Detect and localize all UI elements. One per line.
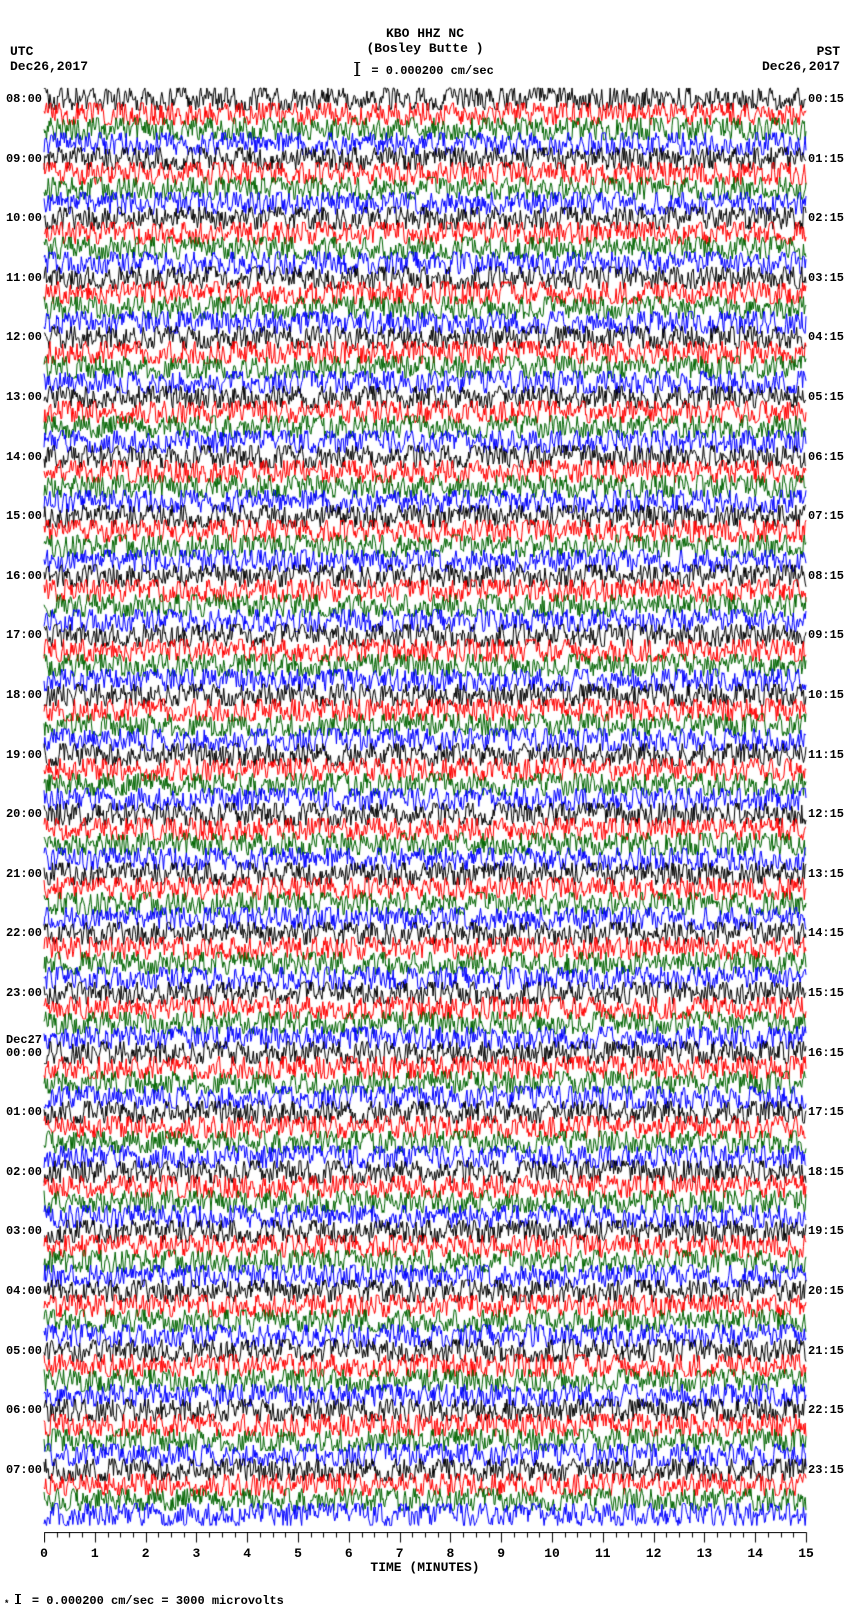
right-time-label: 05:15 [808, 391, 844, 403]
left-time-label: 07:00 [6, 1464, 42, 1476]
left-time-label: 17:00 [6, 629, 42, 641]
x-tick-label: 3 [192, 1546, 200, 1561]
title-block: KBO HHZ NC (Bosley Butte ) [366, 26, 483, 56]
tz-left-label: UTC [10, 44, 88, 59]
x-tick-marks [44, 1532, 808, 1546]
left-time-label: 11:00 [6, 272, 42, 284]
scale-text: = 0.000200 cm/sec [371, 64, 493, 78]
left-time-label: 14:00 [6, 451, 42, 463]
left-time-label: 23:00 [6, 987, 42, 999]
x-tick-label: 9 [497, 1546, 505, 1561]
day-marker: Dec27 [6, 1034, 42, 1046]
left-time-label: 21:00 [6, 868, 42, 880]
right-time-label: 20:15 [808, 1285, 844, 1297]
x-tick-label: 2 [142, 1546, 150, 1561]
x-tick-label: 15 [798, 1546, 814, 1561]
right-time-label: 01:15 [808, 153, 844, 165]
left-time-label: 06:00 [6, 1404, 42, 1416]
x-tick-label: 12 [646, 1546, 662, 1561]
right-time-label: 07:15 [808, 510, 844, 522]
footer-star-icon: * [4, 1599, 9, 1609]
left-time-label: 10:00 [6, 212, 42, 224]
x-tick-label: 10 [544, 1546, 560, 1561]
right-time-label: 12:15 [808, 808, 844, 820]
left-time-label: 22:00 [6, 927, 42, 939]
x-tick-label: 11 [595, 1546, 611, 1561]
scale-bar-icon [356, 62, 358, 76]
left-time-label: 08:00 [6, 93, 42, 105]
right-time-label: 16:15 [808, 1047, 844, 1059]
left-time-label: 16:00 [6, 570, 42, 582]
left-time-axis: 08:00 09:00 10:00 11:00 12:00 13:00 14:00 15:00… [0, 82, 44, 1532]
x-tick-label: 13 [697, 1546, 713, 1561]
left-time-label: 09:00 [6, 153, 42, 165]
right-time-axis: 00:15 01:15 02:15 03:15 04:15 05:15 06:15 07:15… [806, 82, 850, 1532]
left-time-label: 05:00 [6, 1345, 42, 1357]
left-time-label: 18:00 [6, 689, 42, 701]
right-time-label: 08:15 [808, 570, 844, 582]
seismogram-container: UTC Dec26,2017 KBO HHZ NC (Bosley Butte … [0, 0, 850, 1616]
left-time-label: 03:00 [6, 1225, 42, 1237]
x-tick-label: 4 [243, 1546, 251, 1561]
x-tick-label: 8 [446, 1546, 454, 1561]
right-time-label: 15:15 [808, 987, 844, 999]
left-time-label: 01:00 [6, 1106, 42, 1118]
x-tick-label: 7 [396, 1546, 404, 1561]
left-time-label: 04:00 [6, 1285, 42, 1297]
left-time-label: 20:00 [6, 808, 42, 820]
right-time-label: 03:15 [808, 272, 844, 284]
right-time-label: 23:15 [808, 1464, 844, 1476]
right-time-label: 00:15 [808, 93, 844, 105]
station-location: (Bosley Butte ) [366, 41, 483, 56]
tz-left: UTC Dec26,2017 [10, 44, 88, 74]
left-time-label: 15:00 [6, 510, 42, 522]
right-time-label: 09:15 [808, 629, 844, 641]
right-time-label: 10:15 [808, 689, 844, 701]
left-time-label: 19:00 [6, 749, 42, 761]
tz-right-date: Dec26,2017 [762, 59, 840, 74]
x-tick-label: 6 [345, 1546, 353, 1561]
right-time-label: 21:15 [808, 1345, 844, 1357]
right-time-label: 11:15 [808, 749, 844, 761]
right-time-label: 18:15 [808, 1166, 844, 1178]
x-axis-title: TIME (MINUTES) [370, 1560, 479, 1575]
x-tick-label: 5 [294, 1546, 302, 1561]
scale-indicator: = 0.000200 cm/sec [356, 64, 494, 78]
x-tick-label: 0 [40, 1546, 48, 1561]
footer-text: = 0.000200 cm/sec = 3000 microvolts [32, 1594, 284, 1608]
tz-left-date: Dec26,2017 [10, 59, 88, 74]
x-tick-label: 1 [91, 1546, 99, 1561]
right-time-label: 13:15 [808, 868, 844, 880]
left-time-label: 12:00 [6, 331, 42, 343]
seismogram-canvas [0, 82, 850, 1532]
left-time-label: 02:00 [6, 1166, 42, 1178]
right-time-label: 17:15 [808, 1106, 844, 1118]
right-time-label: 19:15 [808, 1225, 844, 1237]
left-time-label: 13:00 [6, 391, 42, 403]
tz-right: PST Dec26,2017 [762, 44, 840, 74]
x-axis: TIME (MINUTES) 0123456789101112131415 [44, 1532, 806, 1576]
right-time-label: 06:15 [808, 451, 844, 463]
footer-scale: * = 0.000200 cm/sec = 3000 microvolts [0, 1576, 850, 1616]
right-time-label: 02:15 [808, 212, 844, 224]
x-tick-label: 14 [747, 1546, 763, 1561]
footer-scale-bar-icon [17, 1594, 19, 1604]
right-time-label: 04:15 [808, 331, 844, 343]
right-time-label: 14:15 [808, 927, 844, 939]
right-time-label: 22:15 [808, 1404, 844, 1416]
left-time-label: 00:00 [6, 1047, 42, 1059]
station-code: KBO HHZ NC [366, 26, 483, 41]
tz-right-label: PST [762, 44, 840, 59]
plot-area: 08:00 09:00 10:00 11:00 12:00 13:00 14:00 15:00… [0, 82, 850, 1532]
header: UTC Dec26,2017 KBO HHZ NC (Bosley Butte … [0, 0, 850, 82]
